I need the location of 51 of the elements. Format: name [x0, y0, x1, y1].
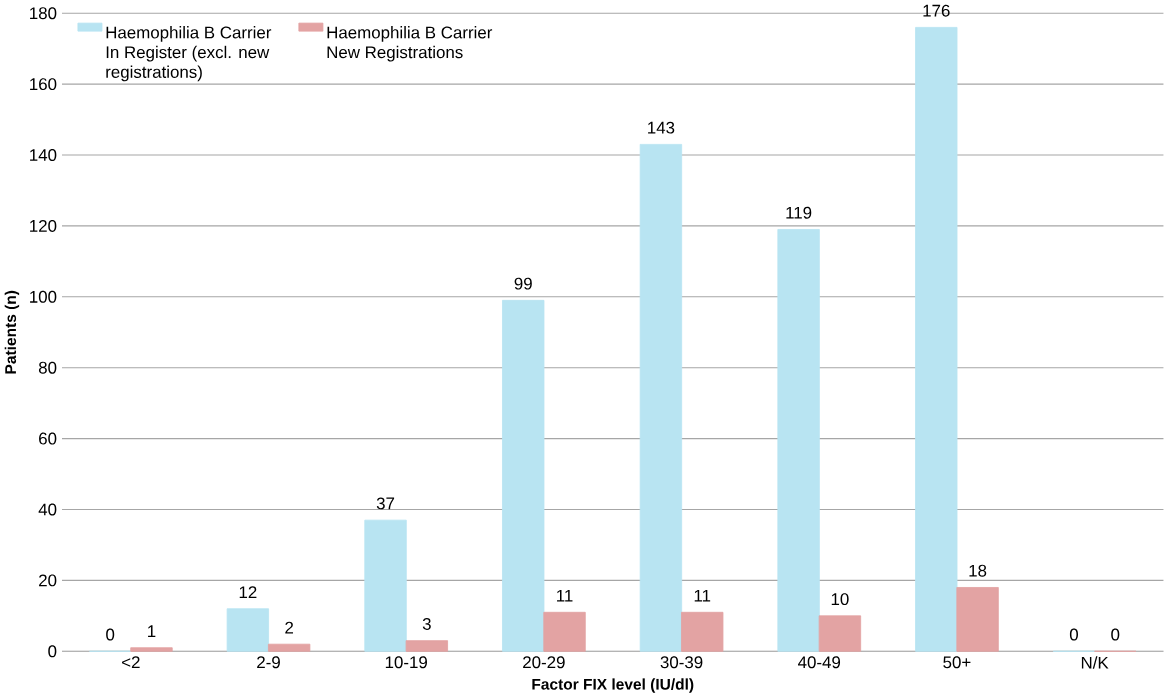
y-tick-label: 40: [38, 503, 57, 516]
bar: [681, 611, 724, 652]
data-label: 12: [239, 585, 257, 598]
x-tick-label: 2-9: [257, 656, 280, 668]
y-tick-label: 80: [38, 361, 57, 374]
data-label: 11: [557, 589, 573, 602]
x-tick-label: 20-29: [523, 656, 565, 668]
y-tick-label: 100: [30, 290, 57, 303]
data-label: 18: [969, 564, 987, 577]
data-label: 0: [1069, 628, 1079, 641]
y-tick-label: 140: [30, 148, 57, 161]
bar: [364, 519, 407, 652]
x-tick-label: 10-19: [385, 656, 427, 668]
bar: [502, 299, 545, 652]
bar: [818, 615, 862, 652]
x-tick-label: 30-39: [660, 656, 703, 668]
bar: [956, 586, 999, 652]
bar: [639, 143, 683, 652]
legend-label: Haemophilia B Carrier New Registrations: [327, 25, 493, 62]
data-label: 11: [694, 589, 711, 602]
x-tick-label: 50+: [943, 656, 971, 668]
data-label: 143: [648, 121, 675, 134]
y-tick-label: 20: [39, 574, 57, 587]
data-label: 0: [106, 628, 115, 641]
y-tick-label: 160: [30, 77, 57, 90]
bar: [130, 647, 173, 652]
bar: [226, 608, 270, 652]
data-label: 37: [376, 497, 395, 510]
y-tick-label: 180: [30, 7, 57, 19]
y-tick-label: 0: [48, 645, 57, 658]
x-tick-label: N/K: [1081, 656, 1109, 669]
data-label: 176: [923, 4, 950, 17]
y-axis-title: Patients (n): [4, 290, 20, 374]
data-label: 99: [514, 277, 532, 290]
data-label: 119: [786, 206, 812, 219]
x-axis-title: Factor FIX level (IU/dl): [532, 678, 694, 693]
bar: [543, 611, 586, 652]
legend-label: Haemophilia B Carrier In Register (excl. new registrations): [106, 25, 272, 82]
data-label: 3: [422, 617, 431, 630]
bar: [267, 643, 311, 652]
y-tick-label: 60: [39, 432, 57, 445]
x-tick-label: 40-49: [798, 656, 841, 668]
bar: [915, 26, 958, 652]
data-label: 2: [285, 621, 294, 634]
data-label: 0: [1111, 628, 1120, 641]
x-tick-label: <2: [122, 656, 140, 668]
y-tick-label: 120: [30, 219, 57, 232]
data-label: 10: [831, 592, 849, 605]
bar: [777, 228, 820, 652]
data-label: 1: [148, 625, 156, 637]
bar: [405, 639, 449, 652]
